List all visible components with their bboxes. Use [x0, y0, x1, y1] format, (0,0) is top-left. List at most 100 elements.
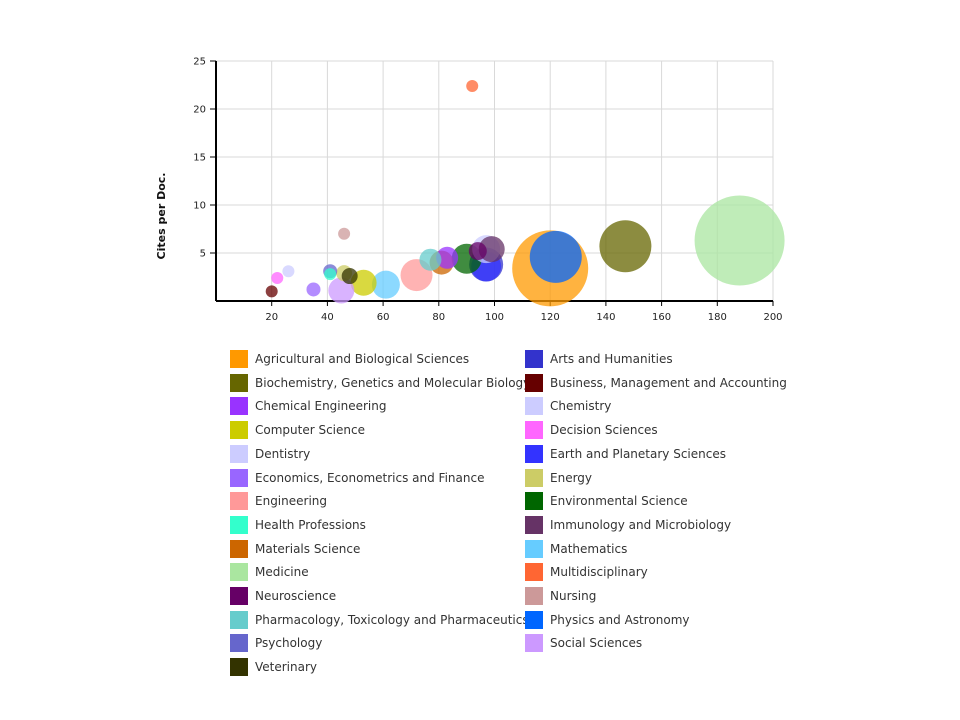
legend-item-psychology: Psychology — [230, 633, 322, 653]
legend-label: Agricultural and Biological Sciences — [255, 352, 470, 366]
legend-label: Veterinary — [255, 660, 318, 675]
legend-label: Computer Science — [255, 423, 365, 438]
bubble-mathematics — [371, 270, 400, 299]
y-tick-label: 25 — [193, 57, 206, 68]
y-tick-label: 15 — [193, 153, 206, 164]
legend-item-chemical-engineering: Chemical Engineering — [230, 396, 387, 416]
legend-label: Medicine — [255, 565, 309, 580]
bubbles — [265, 79, 785, 307]
x-tick-label: 120 — [541, 312, 560, 323]
legend-item-arts-and-humanities: Arts and Humanities — [525, 349, 673, 369]
legend-swatch — [230, 350, 248, 368]
legend-label: Chemistry — [550, 399, 612, 414]
legend-item-agricultural-and-biological-sciences: Agricultural and Biological Sciences — [230, 349, 469, 369]
legend-swatch — [525, 468, 543, 487]
legend-item-health-professions: Health Professions — [230, 515, 366, 535]
bubble-nursing — [338, 227, 351, 240]
bubble-health-professions — [324, 268, 337, 281]
legend-item-materials-science: Materials Science — [230, 539, 360, 559]
legend-item-engineering: Engineering — [230, 491, 327, 511]
legend-item-social-sciences: Social Sciences — [525, 633, 642, 653]
legend-label: Mathematics — [550, 541, 628, 556]
legend-label: Dentistry — [255, 446, 311, 461]
legend-label: Pharmacology, Toxicology and Pharmaceuti… — [255, 612, 529, 627]
legend-swatch — [230, 634, 248, 653]
legend-item-computer-science: Computer Science — [230, 420, 365, 440]
legend-swatch — [525, 515, 543, 534]
legend-item-environmental-science: Environmental Science — [525, 491, 688, 511]
tick-labels: 5 10 15 20 25 20 40 60 80 100 120 140 160 180 200 — [193, 57, 782, 324]
legend-swatch — [230, 397, 248, 416]
legend-item-decision-sciences: Decision Sciences — [525, 420, 658, 440]
legend-label: Business, Management and Accounting — [550, 375, 787, 390]
legend-swatch — [230, 658, 248, 677]
legend-item-business-management-and-accounting: Business, Management and Accounting — [525, 373, 787, 393]
legend-label: Energy — [550, 470, 593, 485]
x-tick-label: 60 — [377, 312, 390, 323]
x-tick-label: 200 — [763, 312, 782, 323]
x-tick-label: 100 — [485, 312, 504, 323]
bubble-social-sciences — [328, 277, 355, 304]
grid-lines — [216, 60, 774, 301]
x-tick-label: 40 — [321, 312, 334, 323]
legend-label: Neuroscience — [255, 589, 337, 603]
bubble-business-management-and-accounting — [265, 285, 278, 298]
legend-item-mathematics: Mathematics — [525, 539, 627, 559]
bubble-chart: 5 10 15 20 25 20 40 60 80 100 120 140 160 180 200 Cite… — [0, 0, 960, 340]
legend-swatch — [525, 634, 543, 653]
legend-label: Materials Science — [255, 541, 361, 556]
legend-swatch — [525, 587, 543, 605]
legend-swatch — [230, 444, 248, 463]
legend: Agricultural and Biological Sciences Arts… — [230, 349, 790, 684]
legend-item-economics-econometrics-and-finance: Economics, Econometrics and Finance — [230, 468, 484, 488]
legend-swatch — [525, 444, 543, 463]
bubble-economics-econometrics-and-finance — [306, 282, 321, 297]
legend-swatch — [230, 468, 248, 487]
bubble-physics-and-astronomy — [529, 230, 582, 283]
bubble-veterinary — [341, 268, 358, 285]
legend-swatch — [525, 421, 543, 440]
legend-item-immunology-and-microbiology: Immunology and Microbiology — [525, 515, 731, 535]
legend-swatch — [230, 563, 248, 582]
legend-label: Engineering — [255, 494, 327, 509]
bubble-medicine — [694, 195, 785, 286]
y-axis-title: Cites per Doc. — [155, 173, 168, 260]
bubble-chemical-engineering — [436, 246, 459, 269]
bubble-biochemistry-genetics-and-molecular-biology — [599, 220, 652, 273]
legend-item-nursing: Nursing — [525, 586, 596, 606]
x-tick-label: 80 — [432, 312, 445, 323]
legend-swatch — [230, 421, 248, 440]
legend-swatch — [525, 563, 543, 582]
bubble-decision-sciences — [271, 271, 284, 284]
chart-canvas: 5 10 15 20 25 20 40 60 80 100 120 140 160 180 200 Cite… — [155, 57, 785, 324]
legend-label: Biochemistry, Genetics and Molecular Bio… — [255, 375, 531, 390]
legend-item-physics-and-astronomy: Physics and Astronomy — [525, 610, 690, 630]
legend-swatch — [525, 350, 543, 368]
legend-item-chemistry: Chemistry — [525, 396, 611, 416]
legend-label: Chemical Engineering — [255, 399, 387, 414]
x-tick-label: 20 — [265, 312, 278, 323]
legend-label: Physics and Astronomy — [550, 612, 690, 627]
x-tick-label: 180 — [708, 312, 727, 323]
legend-swatch — [230, 373, 248, 392]
legend-swatch — [525, 492, 543, 511]
bubble-multidisciplinary — [466, 79, 479, 92]
legend-swatch — [230, 492, 248, 511]
legend-label: Immunology and Microbiology — [550, 517, 732, 532]
legend-label: Multidisciplinary — [550, 565, 648, 580]
legend-item-medicine: Medicine — [230, 562, 309, 582]
legend-label: Economics, Econometrics and Finance — [255, 470, 485, 485]
legend-swatch — [525, 373, 543, 392]
legend-label: Health Professions — [255, 517, 366, 532]
legend-label: Nursing — [550, 589, 597, 603]
legend-swatch — [525, 539, 543, 558]
legend-item-multidisciplinary: Multidisciplinary — [525, 562, 648, 582]
bubble-dentistry — [282, 265, 295, 278]
x-tick-label: 160 — [652, 312, 671, 323]
legend-item-pharmacology-toxicology-and-pharmaceutics: Pharmacology, Toxicology and Pharmaceuti… — [230, 610, 529, 630]
x-tick-label: 140 — [596, 312, 615, 323]
legend-swatch — [525, 397, 543, 416]
axes — [210, 60, 774, 306]
legend-item-dentistry: Dentistry — [230, 444, 310, 464]
legend-label: Decision Sciences — [550, 423, 658, 438]
